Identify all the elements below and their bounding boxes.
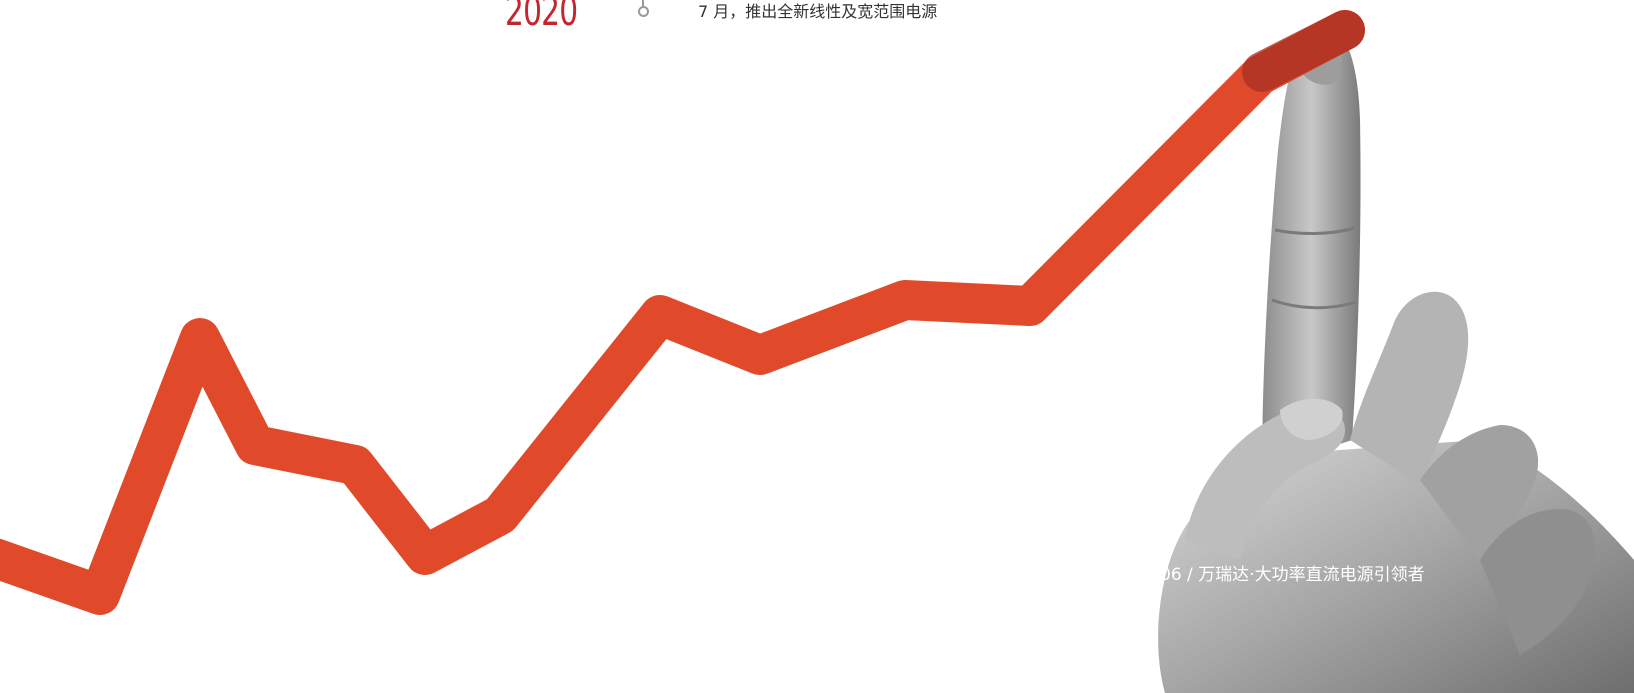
growth-line-icon [0, 30, 1345, 595]
page-footer: 06 / 万瑞达·大功率直流电源引领者 [1160, 560, 1425, 585]
